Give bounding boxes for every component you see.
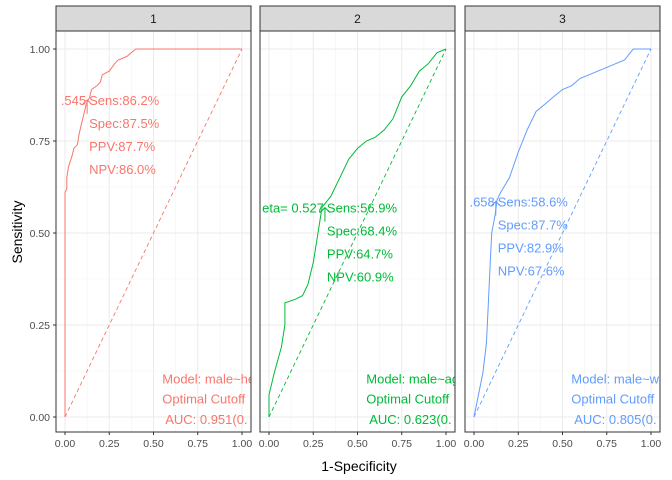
metric-label: Sens:86.2% — [89, 93, 160, 108]
facet-panel-1: 1 .545 Sens:86.2% Spec:87.5% PPV:87.7% NPV:86… — [55, 5, 255, 450]
x-tick-label: 0.00 — [55, 438, 76, 450]
facet-panels: 1 .545 Sens:86.2% Spec:87.5% PPV:87.7% NPV:86… — [30, 5, 662, 450]
y-tick-label: 0.00 — [30, 412, 51, 424]
facet-panel-2: 2 eta= 0.527 Sens:56.9% Spec:68.4% PPV:64.7%… — [259, 5, 459, 450]
facet-strip-label: 1 — [150, 12, 157, 26]
metric-label: Spec:87.7% — [498, 217, 569, 232]
x-tick-label: 0.00 — [259, 438, 280, 450]
metric-label: Sens:58.6% — [498, 194, 569, 209]
facet-strip — [464, 5, 661, 32]
roc-curve — [473, 48, 651, 418]
roc-curve — [268, 48, 447, 417]
x-tick-label: 0.50 — [552, 438, 573, 450]
model-annotation: Optimal Cutoff — [366, 392, 449, 407]
x-tick-label: 1.00 — [436, 438, 457, 450]
roc-curve — [64, 48, 242, 417]
reference-diagonal — [64, 48, 243, 418]
y-tick-label: 0.75 — [30, 136, 51, 148]
metric-label: NPV:86.0% — [89, 162, 156, 177]
cutoff-value-label: .658 — [469, 194, 494, 209]
x-tick-label: 0.50 — [347, 438, 368, 450]
x-tick-label: 0.00 — [464, 438, 485, 450]
model-annotation: Optimal Cutoff — [571, 392, 654, 407]
cutoff-marker — [319, 206, 331, 222]
x-tick-label: 1.00 — [232, 438, 253, 450]
y-axis: 0.00 0.25 0.50 0.75 1.00 — [30, 44, 56, 424]
panel-contents: .545 Sens:86.2% Spec:87.5% PPV:87.7% NPV:86.… — [61, 48, 255, 427]
y-tick-label: 1.00 — [30, 44, 51, 56]
metric-label: PPV:87.7% — [89, 139, 155, 154]
model-annotation: AUC: 0.623(0. — [369, 412, 451, 427]
metric-label: Spec:87.5% — [89, 116, 160, 131]
x-tick-label: 0.50 — [143, 438, 164, 450]
x-tick-label: 0.75 — [597, 438, 618, 450]
facet-strip-label: 3 — [559, 12, 566, 26]
cutoff-value-label: .545 — [61, 93, 86, 108]
metric-label: NPV:67.6% — [498, 263, 565, 278]
panel-contents: eta= 0.527 Sens:56.9% Spec:68.4% PPV:64.7% N… — [262, 48, 459, 427]
y-axis-title: Sensitivity — [9, 200, 25, 263]
model-annotation: Optimal Cutoff — [162, 392, 245, 407]
facet-panel-3: 3 .658 Sens:58.6% Spec:87.7% PPV:82.9% NPV:67… — [464, 5, 662, 450]
metric-label: NPV:60.9% — [327, 270, 394, 285]
model-annotation: Model: male~ag — [366, 371, 459, 386]
reference-diagonal — [473, 48, 652, 418]
metric-label: PPV:64.7% — [327, 247, 393, 262]
y-tick-label: 0.50 — [30, 228, 51, 240]
facet-strip — [259, 5, 456, 32]
y-tick-label: 0.25 — [30, 320, 51, 332]
x-tick-label: 0.75 — [392, 438, 413, 450]
metric-label: PPV:82.9% — [498, 240, 564, 255]
cutoff-value-label: eta= 0.527 — [262, 201, 324, 216]
metric-label: Spec:68.4% — [327, 224, 398, 239]
x-tick-label: 0.25 — [508, 438, 529, 450]
x-tick-label: 0.25 — [99, 438, 120, 450]
x-tick-label: 1.00 — [641, 438, 662, 450]
x-tick-label: 0.25 — [303, 438, 324, 450]
model-annotation: AUC: 0.951(0. — [165, 412, 247, 427]
cutoff-marker — [81, 99, 93, 114]
facet-strip — [55, 5, 252, 32]
cutoff-marker — [490, 200, 502, 216]
model-annotation: Model: male~he — [162, 371, 255, 386]
reference-diagonal — [268, 48, 447, 418]
facet-strip-label: 2 — [354, 12, 361, 26]
model-annotation: Model: male~w — [571, 371, 659, 386]
metric-label: Sens:56.9% — [327, 201, 398, 216]
x-tick-label: 0.75 — [188, 438, 209, 450]
model-annotation: AUC: 0.805(0. — [574, 412, 656, 427]
x-axis-title: 1-Specificity — [321, 458, 396, 474]
panel-contents: .658 Sens:58.6% Spec:87.7% PPV:82.9% NPV:67.… — [469, 48, 660, 427]
